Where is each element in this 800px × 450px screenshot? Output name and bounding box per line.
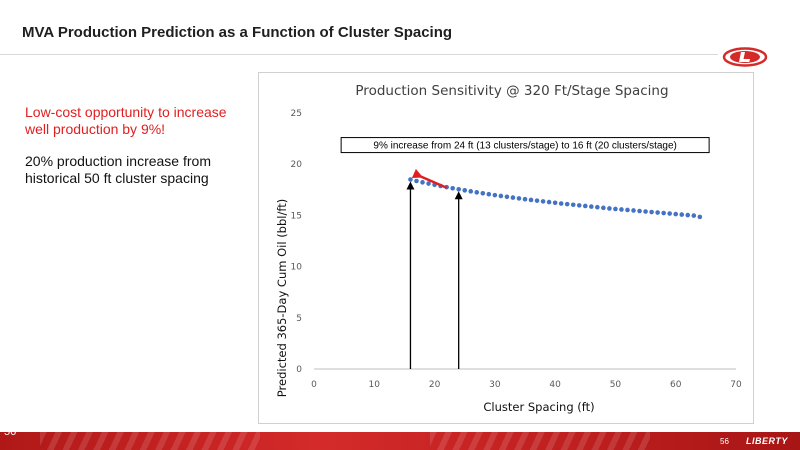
data-point — [540, 199, 546, 204]
x-tick-label: 40 — [549, 380, 561, 390]
data-point — [595, 204, 600, 210]
data-point — [697, 214, 703, 220]
data-point — [558, 201, 564, 206]
data-point — [468, 189, 474, 194]
liberty-logo-icon — [722, 47, 768, 67]
data-point — [504, 194, 510, 200]
annotation-box — [340, 137, 710, 154]
production-chart: Production Sensitivity @ 320 Ft/Stage Sp… — [275, 83, 742, 414]
data-point — [564, 201, 570, 207]
opportunity-text: Low-cost opportunity to increase well pr… — [25, 104, 227, 137]
y-tick-label: 20 — [291, 160, 303, 170]
y-axis-label: Predicted 365-Day Cum Oil (bbl/ft) — [275, 199, 289, 397]
trend-arrow — [411, 168, 448, 189]
data-point — [685, 212, 691, 218]
footer-bar — [0, 432, 800, 450]
data-point — [607, 206, 612, 211]
data-point — [625, 207, 630, 213]
footer-stripe-decoration — [430, 432, 650, 450]
chart-title: Production Sensitivity @ 320 Ft/Stage Sp… — [355, 83, 668, 99]
data-point — [492, 192, 498, 198]
x-axis-label: Cluster Spacing (ft) — [483, 400, 594, 414]
data-point — [462, 188, 468, 193]
data-point — [522, 196, 528, 202]
data-point — [486, 191, 492, 197]
data-point — [691, 213, 697, 218]
y-tick-label: 0 — [296, 365, 302, 375]
data-point — [480, 190, 486, 196]
data-point — [546, 199, 552, 205]
corner-page-number: 56 — [4, 426, 17, 438]
x-tick-label: 20 — [429, 380, 441, 390]
y-tick-label: 25 — [291, 109, 302, 119]
footer-logo: LIBERTY — [746, 436, 788, 446]
data-point — [637, 208, 642, 214]
data-point — [408, 177, 413, 182]
data-point — [576, 203, 582, 208]
data-point — [673, 211, 679, 217]
data-point — [601, 205, 606, 211]
data-point — [528, 197, 534, 203]
data-point — [619, 207, 624, 212]
x-tick-label: 60 — [670, 380, 682, 390]
x-tick-label: 0 — [311, 380, 317, 390]
data-point — [667, 211, 672, 216]
data-point — [474, 190, 480, 195]
x-tick-label: 10 — [369, 380, 381, 390]
title-divider — [0, 54, 718, 55]
data-point — [655, 210, 660, 215]
data-point — [589, 204, 594, 209]
data-point — [498, 193, 504, 199]
x-tick-label: 30 — [489, 380, 501, 390]
y-tick-label: 5 — [296, 314, 302, 324]
data-point — [649, 209, 654, 215]
data-point — [570, 202, 576, 208]
footer-stripe-decoration — [40, 432, 260, 450]
left-text-block: Low-cost opportunity to increase well pr… — [25, 104, 245, 186]
data-point — [456, 186, 461, 192]
y-tick-label: 15 — [291, 211, 302, 221]
page-number: 56 — [720, 437, 729, 446]
data-point — [552, 200, 558, 206]
data-point — [582, 203, 588, 209]
data-point — [643, 209, 648, 214]
data-point — [414, 178, 419, 184]
annotation-text: 9% increase from 24 ft (13 clusters/stag… — [373, 141, 676, 152]
y-tick-label: 10 — [291, 263, 303, 273]
data-point — [450, 185, 455, 191]
data-point — [516, 196, 522, 201]
data-point — [534, 198, 540, 203]
data-point — [661, 210, 666, 216]
x-tick-label: 70 — [730, 380, 742, 390]
x-tick-label: 50 — [610, 380, 622, 390]
data-point — [510, 195, 516, 200]
chart-panel: Production Sensitivity @ 320 Ft/Stage Sp… — [258, 72, 754, 424]
data-point — [679, 212, 685, 217]
data-point — [613, 206, 618, 212]
historical-text: 20% production increase from historical … — [25, 153, 211, 186]
data-point — [631, 208, 636, 213]
data-point — [426, 181, 431, 186]
data-point — [420, 180, 425, 185]
slide-title: MVA Production Prediction as a Function … — [22, 24, 453, 41]
